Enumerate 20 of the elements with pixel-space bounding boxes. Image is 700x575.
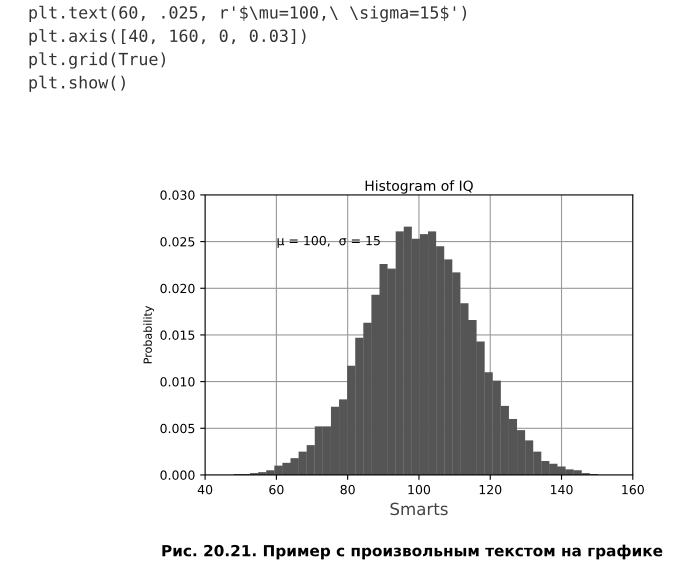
x-tick-label: 80: [340, 484, 355, 494]
x-tick-label: 140: [550, 484, 573, 494]
y-axis-title: Probability: [143, 306, 154, 364]
y-tick-label: 0.005: [160, 424, 194, 434]
x-tick-label: 60: [269, 484, 284, 494]
chart-title: Histogram of IQ: [366, 180, 473, 194]
y-tick-label: 0.010: [160, 377, 195, 387]
x-tick-label: 160: [622, 484, 644, 494]
y-tick-label: 0.030: [160, 190, 195, 200]
y-tick-label: 0.000: [160, 470, 195, 480]
annotation: μ = 100, σ = 15: [278, 236, 380, 248]
y-tick-label: 0.015: [160, 330, 194, 340]
x-tick-label: 120: [480, 484, 502, 494]
text: plt.text(60, .025, r'$\mu=100,\ \sigma=15$') plt.axis([40, 160, 0, 0.03]) plt.grid(True) plt.show(): [30, 6, 466, 92]
x-tick-label: 40: [198, 484, 212, 494]
text: Рис. 20.21. Пример с произвольным текстом на графике: [162, 544, 662, 560]
y-tick-label: 0.020: [160, 284, 195, 294]
x-tick-label: 100: [408, 484, 430, 494]
x-axis-title: Smarts: [390, 502, 448, 516]
y-tick-label: 0.025: [160, 237, 194, 247]
